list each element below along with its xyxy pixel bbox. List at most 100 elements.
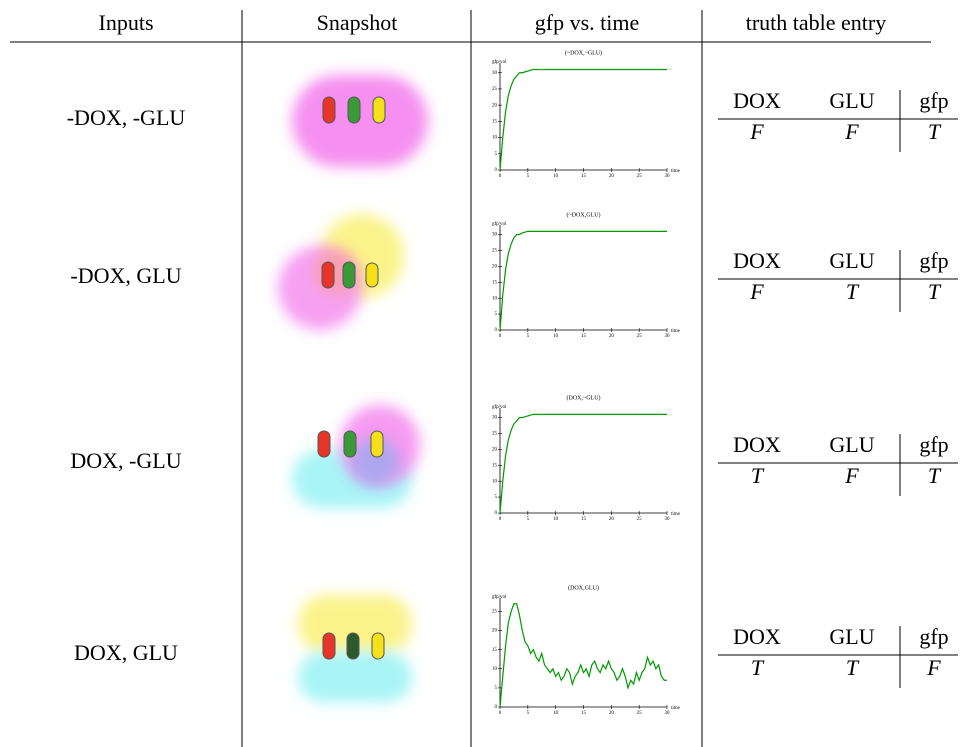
truth-table-value: F [749, 279, 764, 304]
x-axis-label: time [671, 706, 681, 711]
truth-table-value: F [844, 119, 859, 144]
x-tick-label: 20 [609, 517, 615, 522]
y-tick-label: 15 [492, 648, 498, 653]
y-axis-label: gfp/vol [492, 222, 507, 227]
data-line [500, 231, 667, 330]
truth-table-value: T [846, 655, 860, 680]
x-tick-label: 5 [527, 334, 530, 339]
truth-table-value: T [751, 655, 765, 680]
y-axis-label: gfp/vol [492, 60, 507, 65]
snapshot [292, 75, 428, 167]
x-tick-label: 0 [499, 174, 502, 179]
x-tick-label: 25 [637, 334, 643, 339]
y-tick-label: 5 [495, 312, 498, 317]
x-tick-label: 5 [527, 174, 530, 179]
data-line [500, 69, 667, 170]
x-tick-label: 20 [609, 711, 615, 716]
x-tick-label: 0 [499, 517, 502, 522]
truth-table-header: GLU [829, 624, 874, 649]
y-tick-label: 0 [495, 328, 498, 333]
truth-table-value: F [844, 463, 859, 488]
y-tick-label: 5 [495, 495, 498, 500]
y-tick-label: 0 [495, 168, 498, 173]
y-tick-label: 30 [492, 71, 498, 76]
y-tick-label: 10 [492, 136, 498, 141]
y-tick-label: 10 [492, 667, 498, 672]
truth-table-value: F [926, 655, 941, 680]
column-header: truth table entry [746, 10, 887, 35]
chart-title: (DOX,GLU) [568, 584, 599, 591]
y-tick-label: 15 [492, 120, 498, 125]
y-tick-label: 10 [492, 479, 498, 484]
data-line [500, 604, 667, 707]
input-label: DOX, GLU [74, 640, 178, 665]
truth-table-value: T [928, 279, 942, 304]
y-axis-label: gfp/vol [492, 405, 507, 410]
x-tick-label: 30 [665, 174, 671, 179]
x-tick-label: 25 [637, 711, 643, 716]
truth-table-value: T [751, 463, 765, 488]
truth-table-header: GLU [829, 88, 874, 113]
y-tick-label: 10 [492, 296, 498, 301]
truth-table-header: gfp [919, 624, 948, 649]
x-tick-label: 15 [581, 711, 587, 716]
y-tick-label: 15 [492, 463, 498, 468]
truth-table-value: F [749, 119, 764, 144]
y-tick-label: 25 [492, 87, 498, 92]
y-tick-label: 0 [495, 511, 498, 516]
y-tick-label: 15 [492, 280, 498, 285]
column-header: Snapshot [317, 10, 398, 35]
y-tick-label: 0 [495, 705, 498, 710]
x-tick-label: 0 [499, 334, 502, 339]
y-tick-label: 30 [492, 233, 498, 238]
x-tick-label: 20 [609, 174, 615, 179]
truth-table-header: DOX [733, 88, 781, 113]
x-tick-label: 15 [581, 334, 587, 339]
truth-table-header: gfp [919, 432, 948, 457]
input-label: -DOX, -GLU [67, 105, 186, 130]
x-axis-label: time [671, 329, 681, 334]
x-tick-label: 15 [581, 517, 587, 522]
data-line [500, 414, 667, 513]
snapshot [292, 405, 420, 508]
x-tick-label: 30 [665, 711, 671, 716]
truth-table-header: DOX [733, 624, 781, 649]
chart-title: (~DOX,~GLU) [565, 49, 602, 56]
input-label: DOX, -GLU [70, 448, 181, 473]
reporter-pills [318, 97, 385, 659]
chart-title: (~DOX,GLU) [566, 211, 600, 218]
truth-table-header: GLU [829, 248, 874, 273]
y-tick-label: 20 [492, 265, 498, 270]
x-tick-label: 25 [637, 174, 643, 179]
x-tick-label: 10 [553, 517, 559, 522]
input-label: -DOX, GLU [70, 263, 181, 288]
x-axis-label: time [671, 512, 681, 517]
figure-table: Inputs Snapshot gfp vs. time truth table… [0, 0, 961, 747]
y-tick-label: 25 [492, 249, 498, 254]
x-tick-label: 10 [553, 174, 559, 179]
y-tick-label: 5 [495, 152, 498, 157]
y-axis-label: gfp/vol [492, 595, 507, 600]
snapshot [278, 214, 404, 330]
x-tick-label: 10 [553, 334, 559, 339]
y-tick-label: 30 [492, 416, 498, 421]
truth-table-header: DOX [733, 432, 781, 457]
truth-table-header: gfp [919, 248, 948, 273]
column-header: Inputs [99, 10, 154, 35]
y-tick-label: 20 [492, 629, 498, 634]
y-tick-label: 25 [492, 610, 498, 615]
chart-title: (DOX,~GLU) [566, 394, 600, 401]
y-tick-label: 20 [492, 448, 498, 453]
x-tick-label: 30 [665, 517, 671, 522]
x-tick-label: 15 [581, 174, 587, 179]
y-tick-label: 20 [492, 103, 498, 108]
column-header: gfp vs. time [535, 10, 640, 35]
truth-table-header: GLU [829, 432, 874, 457]
truth-table-value: T [928, 463, 942, 488]
y-tick-label: 25 [492, 432, 498, 437]
x-tick-label: 25 [637, 517, 643, 522]
truth-table-value: T [928, 119, 942, 144]
x-tick-label: 5 [527, 517, 530, 522]
truth-table-header: gfp [919, 88, 948, 113]
x-tick-label: 10 [553, 711, 559, 716]
